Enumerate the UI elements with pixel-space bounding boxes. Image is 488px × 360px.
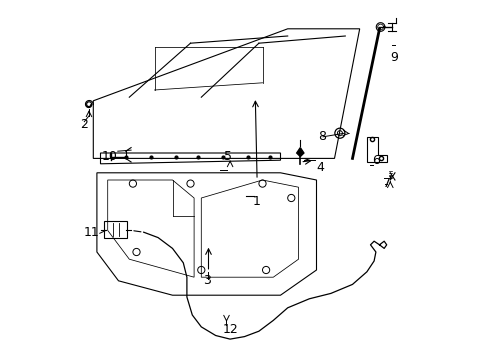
Text: 7: 7 — [382, 177, 390, 190]
Text: 12: 12 — [222, 323, 238, 336]
Text: 6: 6 — [371, 154, 379, 167]
Text: 2: 2 — [80, 118, 88, 131]
Text: 5: 5 — [224, 150, 232, 163]
Text: 4: 4 — [316, 161, 324, 174]
Text: 1: 1 — [253, 195, 261, 208]
Text: 11: 11 — [83, 226, 99, 239]
Text: 3: 3 — [203, 274, 210, 287]
Text: 10: 10 — [102, 150, 117, 163]
Polygon shape — [296, 148, 303, 157]
Text: 9: 9 — [389, 51, 397, 64]
Text: 8: 8 — [317, 130, 325, 143]
